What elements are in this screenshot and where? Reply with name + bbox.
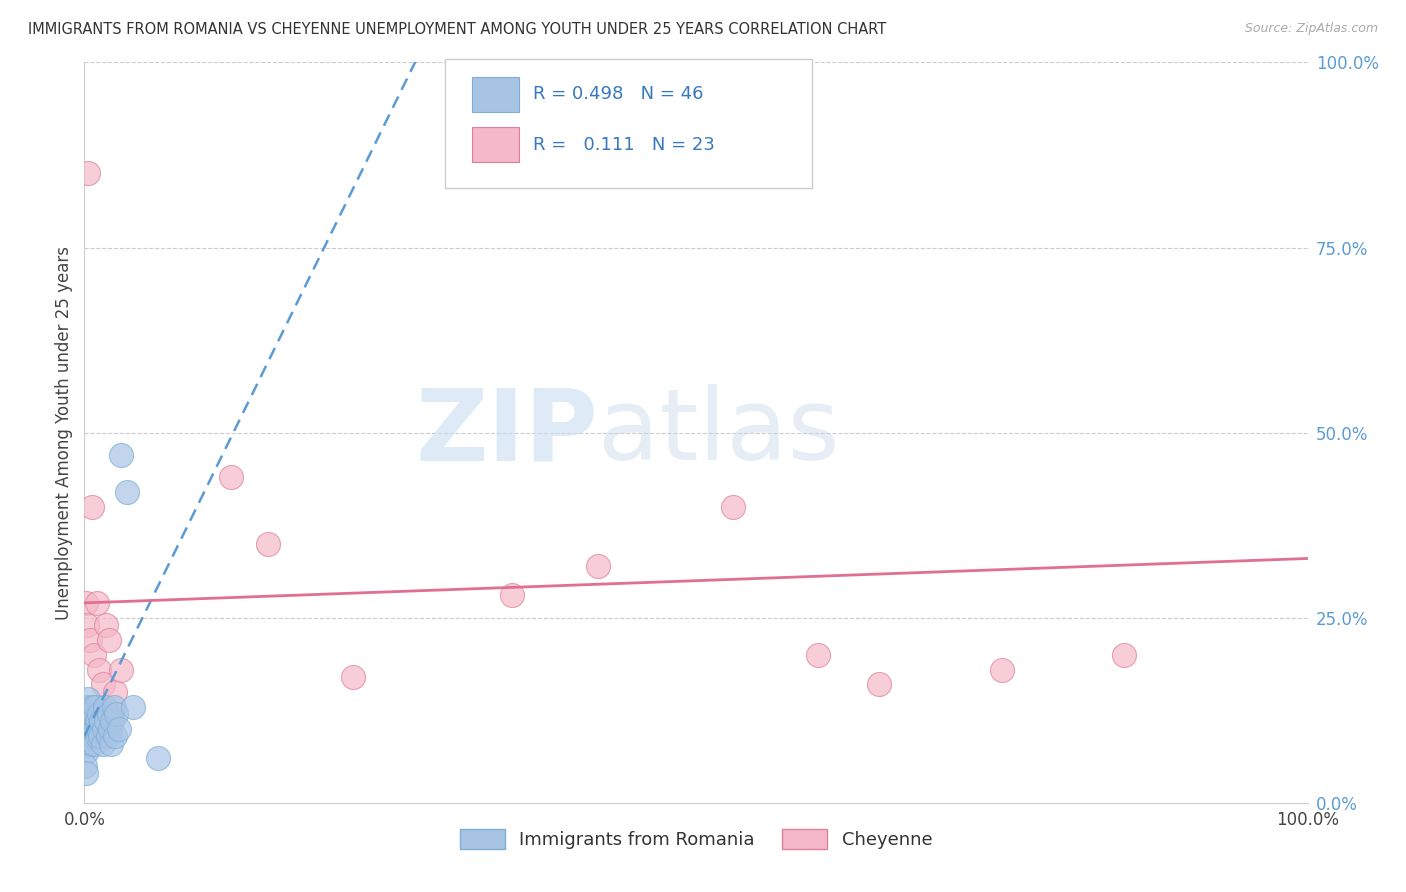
Point [76,744,98,758]
Point [79,737,101,751]
Text: atlas: atlas [598,384,839,481]
Point [101,714,124,729]
Point [115,484,138,499]
Point [89,729,111,743]
FancyBboxPatch shape [446,59,813,188]
Point [84,722,107,736]
Point [97,729,120,743]
Point [77,714,100,729]
Point [94,699,117,714]
Point [122,699,145,714]
Point [87,663,110,677]
Point [869,677,891,691]
Point [75,596,97,610]
Point [104,729,127,743]
Point [991,663,1014,677]
Point [105,706,128,721]
Point [83,706,105,721]
Point [83,737,105,751]
Point [82,729,104,743]
Point [96,618,118,632]
Text: R =   0.111   N = 23: R = 0.111 N = 23 [533,136,716,153]
Point [80,722,103,736]
Point [96,714,118,729]
Point [77,692,100,706]
Point [98,722,121,736]
Point [107,722,129,736]
Point [75,729,97,743]
Point [97,706,120,721]
Text: R = 0.498   N = 46: R = 0.498 N = 46 [533,86,704,103]
Point [79,632,101,647]
Point [91,737,114,751]
Point [91,677,114,691]
Point [76,714,98,729]
Point [75,706,97,721]
Text: IMMIGRANTS FROM ROMANIA VS CHEYENNE UNEMPLOYMENT AMONG YOUTH UNDER 25 YEARS CORR: IMMIGRANTS FROM ROMANIA VS CHEYENNE UNEM… [28,22,886,37]
Point [73,722,96,736]
Point [219,470,242,484]
Point [93,722,115,736]
Point [77,729,100,743]
Point [104,685,127,699]
Text: ZIP: ZIP [415,384,598,481]
FancyBboxPatch shape [472,77,519,112]
Point [100,737,122,751]
Point [86,729,108,743]
Point [87,722,110,736]
Point [146,751,169,765]
Y-axis label: Unemployment Among Youth under 25 years: Unemployment Among Youth under 25 years [55,245,73,620]
Point [80,500,103,514]
Point [86,596,108,610]
Point [77,722,100,736]
Point [97,632,120,647]
Point [103,699,125,714]
Point [82,714,104,729]
Point [257,536,280,550]
Point [502,589,524,603]
Point [79,706,101,721]
Point [342,670,364,684]
Point [721,500,744,514]
FancyBboxPatch shape [472,127,519,162]
Point [84,699,107,714]
Point [807,648,830,662]
Point [90,714,112,729]
Point [75,766,97,780]
Point [110,663,132,677]
Point [86,714,108,729]
Point [110,448,132,462]
Point [76,618,98,632]
Point [75,758,97,772]
Point [1114,648,1136,662]
Text: Source: ZipAtlas.com: Source: ZipAtlas.com [1244,22,1378,36]
Legend: Immigrants from Romania, Cheyenne: Immigrants from Romania, Cheyenne [453,822,939,856]
Point [87,706,110,721]
Point [75,737,97,751]
Point [76,699,98,714]
Point [586,558,609,573]
Point [83,648,105,662]
Point [77,166,100,180]
Point [80,699,103,714]
